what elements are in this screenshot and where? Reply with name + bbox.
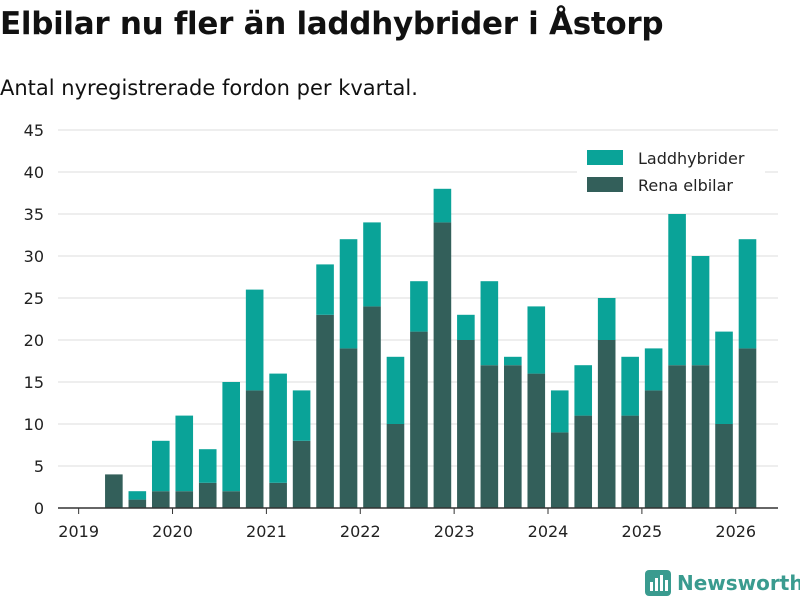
bar-rena-elbilar-17: [480, 365, 499, 508]
bar-rena-elbilar-15: [433, 222, 452, 508]
bar-rena-elbilar-22: [597, 340, 616, 508]
x-tick-label-2026: 2026: [715, 522, 756, 541]
bar-rena-elbilar-18: [504, 365, 522, 508]
bar-laddhybrider-27: [715, 331, 733, 424]
brand: Newsworthy: [645, 570, 800, 596]
x-tick-label-2020: 2020: [152, 522, 193, 541]
bar-rena-elbilar-26: [691, 365, 710, 508]
bar-laddhybrider-3: [151, 440, 170, 492]
bar-laddhybrider-19: [527, 306, 546, 374]
bar-rena-elbilar-6: [222, 491, 240, 508]
y-tick-label-40: 40: [24, 163, 44, 182]
bar-rena-elbilar-5: [198, 482, 217, 508]
bar-rena-elbilar-24: [644, 390, 663, 508]
y-tick-label-45: 45: [24, 121, 44, 140]
bar-laddhybrider-16: [457, 314, 475, 340]
legend-swatch-1: [587, 177, 623, 192]
bar-rena-elbilar-3: [151, 491, 170, 508]
bar-laddhybrider-21: [574, 365, 593, 416]
bar-laddhybrider-7: [245, 289, 264, 391]
bar-laddhybrider-10: [316, 264, 334, 315]
bar-laddhybrider-6: [222, 382, 240, 492]
bar-laddhybrider-15: [433, 188, 452, 223]
legend-swatch-0: [587, 150, 623, 165]
y-tick-label-20: 20: [24, 331, 44, 350]
y-tick-label-35: 35: [24, 205, 44, 224]
bar-laddhybrider-18: [504, 356, 522, 366]
x-tick-label-2022: 2022: [340, 522, 381, 541]
y-tick-label-30: 30: [24, 247, 44, 266]
y-tick-label-5: 5: [34, 457, 44, 476]
x-tick-label-2021: 2021: [246, 522, 287, 541]
bar-rena-elbilar-21: [574, 415, 593, 508]
bar-laddhybrider-2: [128, 491, 147, 500]
bar-rena-elbilar-12: [363, 306, 381, 508]
bar-laddhybrider-26: [691, 256, 710, 366]
bar-laddhybrider-8: [269, 373, 287, 483]
bar-rena-elbilar-27: [715, 424, 733, 508]
bar-laddhybrider-5: [198, 449, 217, 483]
bar-laddhybrider-12: [363, 222, 381, 307]
y-tick-label-10: 10: [24, 415, 44, 434]
bar-rena-elbilar-28: [738, 348, 757, 508]
bar-rena-elbilar-23: [621, 415, 639, 508]
bar-rena-elbilar-19: [527, 373, 546, 508]
bar-laddhybrider-22: [597, 298, 616, 340]
bar-rena-elbilar-9: [292, 440, 311, 508]
x-tick-label-2023: 2023: [434, 522, 475, 541]
bars-group: [105, 188, 757, 508]
bar-rena-elbilar-10: [316, 314, 334, 508]
bar-laddhybrider-23: [621, 356, 639, 416]
bar-laddhybrider-25: [668, 214, 686, 366]
bar-laddhybrider-11: [339, 239, 358, 349]
brand-name: Newsworthy: [677, 571, 800, 595]
bar-rena-elbilar-2: [128, 499, 147, 508]
newsworthy-logo-icon: [645, 570, 671, 596]
bar-laddhybrider-20: [550, 390, 569, 433]
y-tick-label-0: 0: [34, 499, 44, 518]
bar-rena-elbilar-16: [457, 340, 475, 508]
bar-rena-elbilar-4: [175, 491, 194, 508]
legend-label-1: Rena elbilar: [638, 176, 733, 195]
x-tick-label-2019: 2019: [58, 522, 99, 541]
bar-rena-elbilar-20: [550, 432, 569, 508]
bar-laddhybrider-4: [175, 415, 194, 492]
bar-rena-elbilar-11: [339, 348, 358, 508]
chart-title: Elbilar nu fler än laddhybrider i Åstorp: [0, 6, 664, 42]
legend: Laddhybrider Rena elbilar: [577, 144, 765, 204]
bar-laddhybrider-9: [292, 390, 311, 441]
bar-laddhybrider-14: [410, 281, 428, 332]
chart-subtitle: Antal nyregistrerade fordon per kvartal.: [0, 76, 418, 100]
x-tick-label-2024: 2024: [528, 522, 569, 541]
bar-rena-elbilar-14: [410, 331, 428, 508]
bar-laddhybrider-24: [644, 348, 663, 391]
bar-laddhybrider-28: [738, 239, 757, 349]
bar-rena-elbilar-7: [245, 390, 264, 508]
bar-laddhybrider-13: [386, 356, 405, 424]
bar-rena-elbilar-1: [105, 474, 123, 508]
bar-rena-elbilar-25: [668, 365, 686, 508]
bar-rena-elbilar-8: [269, 482, 287, 508]
x-tick-label-2025: 2025: [622, 522, 663, 541]
bar-rena-elbilar-13: [386, 424, 405, 508]
legend-label-0: Laddhybrider: [638, 149, 745, 168]
bar-laddhybrider-17: [480, 281, 499, 366]
y-tick-label-15: 15: [24, 373, 44, 392]
y-tick-label-25: 25: [24, 289, 44, 308]
